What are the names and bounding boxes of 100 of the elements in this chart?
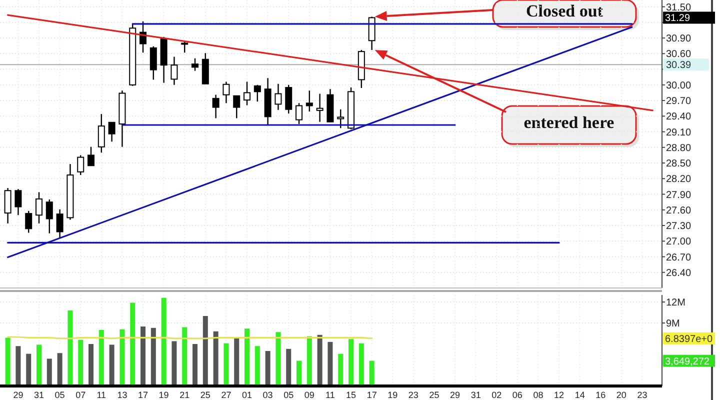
candlestick: [98, 113, 105, 154]
bar: [286, 348, 292, 386]
bar: [328, 342, 333, 386]
x-tick-label: 13: [117, 390, 128, 400]
candlestick: [46, 198, 53, 234]
bar: [78, 340, 84, 386]
x-tick-label: 17: [138, 390, 148, 400]
y-tick-label: 28.50: [666, 158, 692, 170]
text: 31.29: [665, 13, 690, 24]
x-tick-label: 01: [242, 390, 252, 400]
bar: [98, 330, 104, 386]
bar: [57, 353, 62, 386]
candlestick: [192, 58, 199, 72]
candlestick: [337, 108, 344, 129]
y-tick-label: 28.20: [666, 174, 692, 186]
bar: [5, 338, 10, 386]
bar: [234, 338, 240, 386]
x-tick-label: 20: [616, 390, 626, 400]
bar: [369, 360, 374, 386]
candlestick: [212, 94, 220, 119]
bar: [265, 351, 270, 386]
x-tick-label: 25: [200, 390, 210, 400]
x-tick-label: 12: [554, 390, 564, 400]
bar: [317, 334, 322, 386]
y-tick-label: 28.80: [666, 142, 692, 154]
bar: [182, 327, 188, 386]
candlestick: [36, 192, 42, 224]
candlestick: [274, 83, 282, 110]
x-tick-label: 21: [180, 390, 190, 400]
x-tick-label: 14: [574, 390, 585, 400]
candlestick: [150, 46, 157, 80]
x-tick-label: 29: [13, 390, 24, 400]
x-tick-label: 06: [512, 390, 522, 400]
y-tick-label: 30.00: [666, 80, 692, 92]
bar: [88, 344, 94, 386]
bar: [150, 328, 156, 386]
bar: [348, 339, 354, 386]
x-tick-label: 23: [408, 390, 418, 400]
x-tick-label: 16: [596, 390, 606, 400]
bar: [244, 328, 250, 386]
x-tick-label: 15: [346, 390, 356, 400]
x-tick-label: 02: [492, 390, 502, 400]
text: 6.8397e+0: [665, 334, 713, 345]
candlestick: [25, 210, 32, 234]
bar: [296, 360, 302, 386]
bar: [358, 343, 364, 386]
y-tick-label: 12M: [666, 298, 686, 308]
candlestick: [181, 41, 188, 54]
candlestick: [296, 102, 303, 125]
candlestick: [88, 146, 95, 166]
y-tick-label: 27.30: [666, 221, 692, 232]
x-tick-label: 03: [262, 390, 273, 400]
y-tick-label: 27.90: [666, 190, 692, 201]
bar: [306, 336, 312, 386]
candlestick: [4, 187, 12, 224]
candlestick: [254, 84, 261, 102]
bar: [140, 326, 146, 386]
y-tick-label: 30.60: [666, 49, 692, 60]
candlestick: [244, 81, 251, 106]
candlestick: [285, 84, 292, 114]
x-tick-label: 31: [470, 390, 481, 400]
x-tick-label: 23: [637, 390, 648, 400]
bar: [213, 331, 218, 386]
y-tick-label: 27.60: [666, 205, 692, 216]
candlestick: [108, 122, 116, 142]
x-tick-label: 27: [221, 390, 232, 400]
bar: [130, 302, 136, 386]
y-tick-label: 29.10: [666, 127, 692, 138]
text: 3,649,272: [665, 356, 710, 368]
bar: [109, 344, 114, 386]
y-tick-label: 27.00: [666, 236, 692, 248]
candlestick: [56, 208, 64, 240]
x-tick-label: 05: [54, 390, 65, 400]
bar: [36, 344, 42, 386]
bar: [338, 354, 344, 386]
x-tick-label: 19: [158, 390, 169, 400]
x-tick-label: 17: [366, 390, 377, 400]
bar: [202, 316, 208, 386]
y-tick-label: 26.40: [666, 268, 692, 279]
bar: [254, 346, 260, 386]
bar: [161, 298, 166, 386]
candlestick: [14, 188, 22, 216]
x-tick-label: 25: [429, 390, 440, 400]
y-tick-label: 29.70: [666, 96, 692, 108]
x-tick-label: 19: [388, 390, 398, 400]
x-tick-label: 29: [450, 390, 460, 400]
candlestick: [233, 95, 240, 119]
annotation: Closed out: [526, 1, 604, 20]
bar: [68, 310, 73, 386]
candlestick: [77, 154, 84, 176]
bar: [276, 332, 281, 386]
candlestick: [306, 90, 313, 112]
bar: [192, 344, 198, 386]
y-tick-label: 26.70: [666, 252, 692, 264]
y-tick-label: 30.90: [666, 34, 692, 45]
bar: [172, 341, 177, 386]
x-tick-label: 11: [326, 390, 335, 400]
x-tick-label: 09: [304, 390, 314, 400]
candlestick: [170, 56, 178, 86]
x-tick-label: 08: [533, 390, 544, 400]
